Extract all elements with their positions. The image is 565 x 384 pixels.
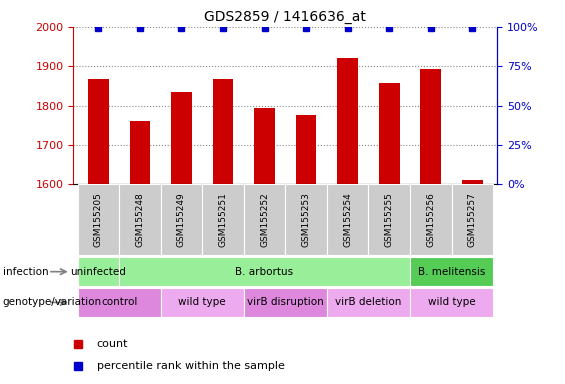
Text: GSM155251: GSM155251 bbox=[219, 192, 228, 247]
Text: GSM155253: GSM155253 bbox=[302, 192, 311, 247]
Text: GSM155205: GSM155205 bbox=[94, 192, 103, 247]
Text: control: control bbox=[101, 297, 137, 308]
Bar bbox=[420, 69, 441, 184]
Text: wild type: wild type bbox=[428, 297, 475, 308]
Bar bbox=[160, 288, 244, 317]
Bar bbox=[410, 288, 493, 317]
Bar bbox=[171, 92, 192, 184]
Bar bbox=[77, 184, 119, 255]
Bar bbox=[327, 184, 368, 255]
Text: GSM155255: GSM155255 bbox=[385, 192, 394, 247]
Text: virB disruption: virB disruption bbox=[247, 297, 324, 308]
Bar bbox=[295, 116, 316, 184]
Text: GSM155248: GSM155248 bbox=[136, 192, 145, 247]
Bar bbox=[212, 79, 233, 184]
Bar bbox=[451, 184, 493, 255]
Text: percentile rank within the sample: percentile rank within the sample bbox=[97, 361, 285, 371]
Bar bbox=[410, 184, 451, 255]
Title: GDS2859 / 1416636_at: GDS2859 / 1416636_at bbox=[205, 10, 366, 25]
Bar bbox=[337, 58, 358, 184]
Bar bbox=[88, 79, 108, 184]
Text: GSM155256: GSM155256 bbox=[426, 192, 435, 247]
Bar bbox=[77, 257, 119, 286]
Bar bbox=[77, 288, 160, 317]
Bar bbox=[244, 288, 327, 317]
Bar bbox=[244, 184, 285, 255]
Text: GSM155249: GSM155249 bbox=[177, 192, 186, 247]
Bar bbox=[160, 184, 202, 255]
Text: B. arbortus: B. arbortus bbox=[236, 266, 294, 277]
Bar bbox=[119, 184, 160, 255]
Text: B. melitensis: B. melitensis bbox=[418, 266, 485, 277]
Text: wild type: wild type bbox=[179, 297, 226, 308]
Bar bbox=[202, 184, 244, 255]
Bar bbox=[285, 184, 327, 255]
Text: infection: infection bbox=[3, 266, 49, 277]
Bar bbox=[368, 184, 410, 255]
Bar bbox=[462, 180, 483, 184]
Text: uninfected: uninfected bbox=[71, 266, 127, 277]
Bar bbox=[119, 257, 410, 286]
Bar bbox=[410, 257, 493, 286]
Bar bbox=[254, 108, 275, 184]
Text: genotype/variation: genotype/variation bbox=[3, 297, 102, 308]
Text: GSM155254: GSM155254 bbox=[343, 192, 352, 247]
Bar bbox=[129, 121, 150, 184]
Text: GSM155257: GSM155257 bbox=[468, 192, 477, 247]
Bar bbox=[327, 288, 410, 317]
Text: GSM155252: GSM155252 bbox=[260, 192, 269, 247]
Text: virB deletion: virB deletion bbox=[335, 297, 402, 308]
Bar bbox=[379, 83, 399, 184]
Text: count: count bbox=[97, 339, 128, 349]
